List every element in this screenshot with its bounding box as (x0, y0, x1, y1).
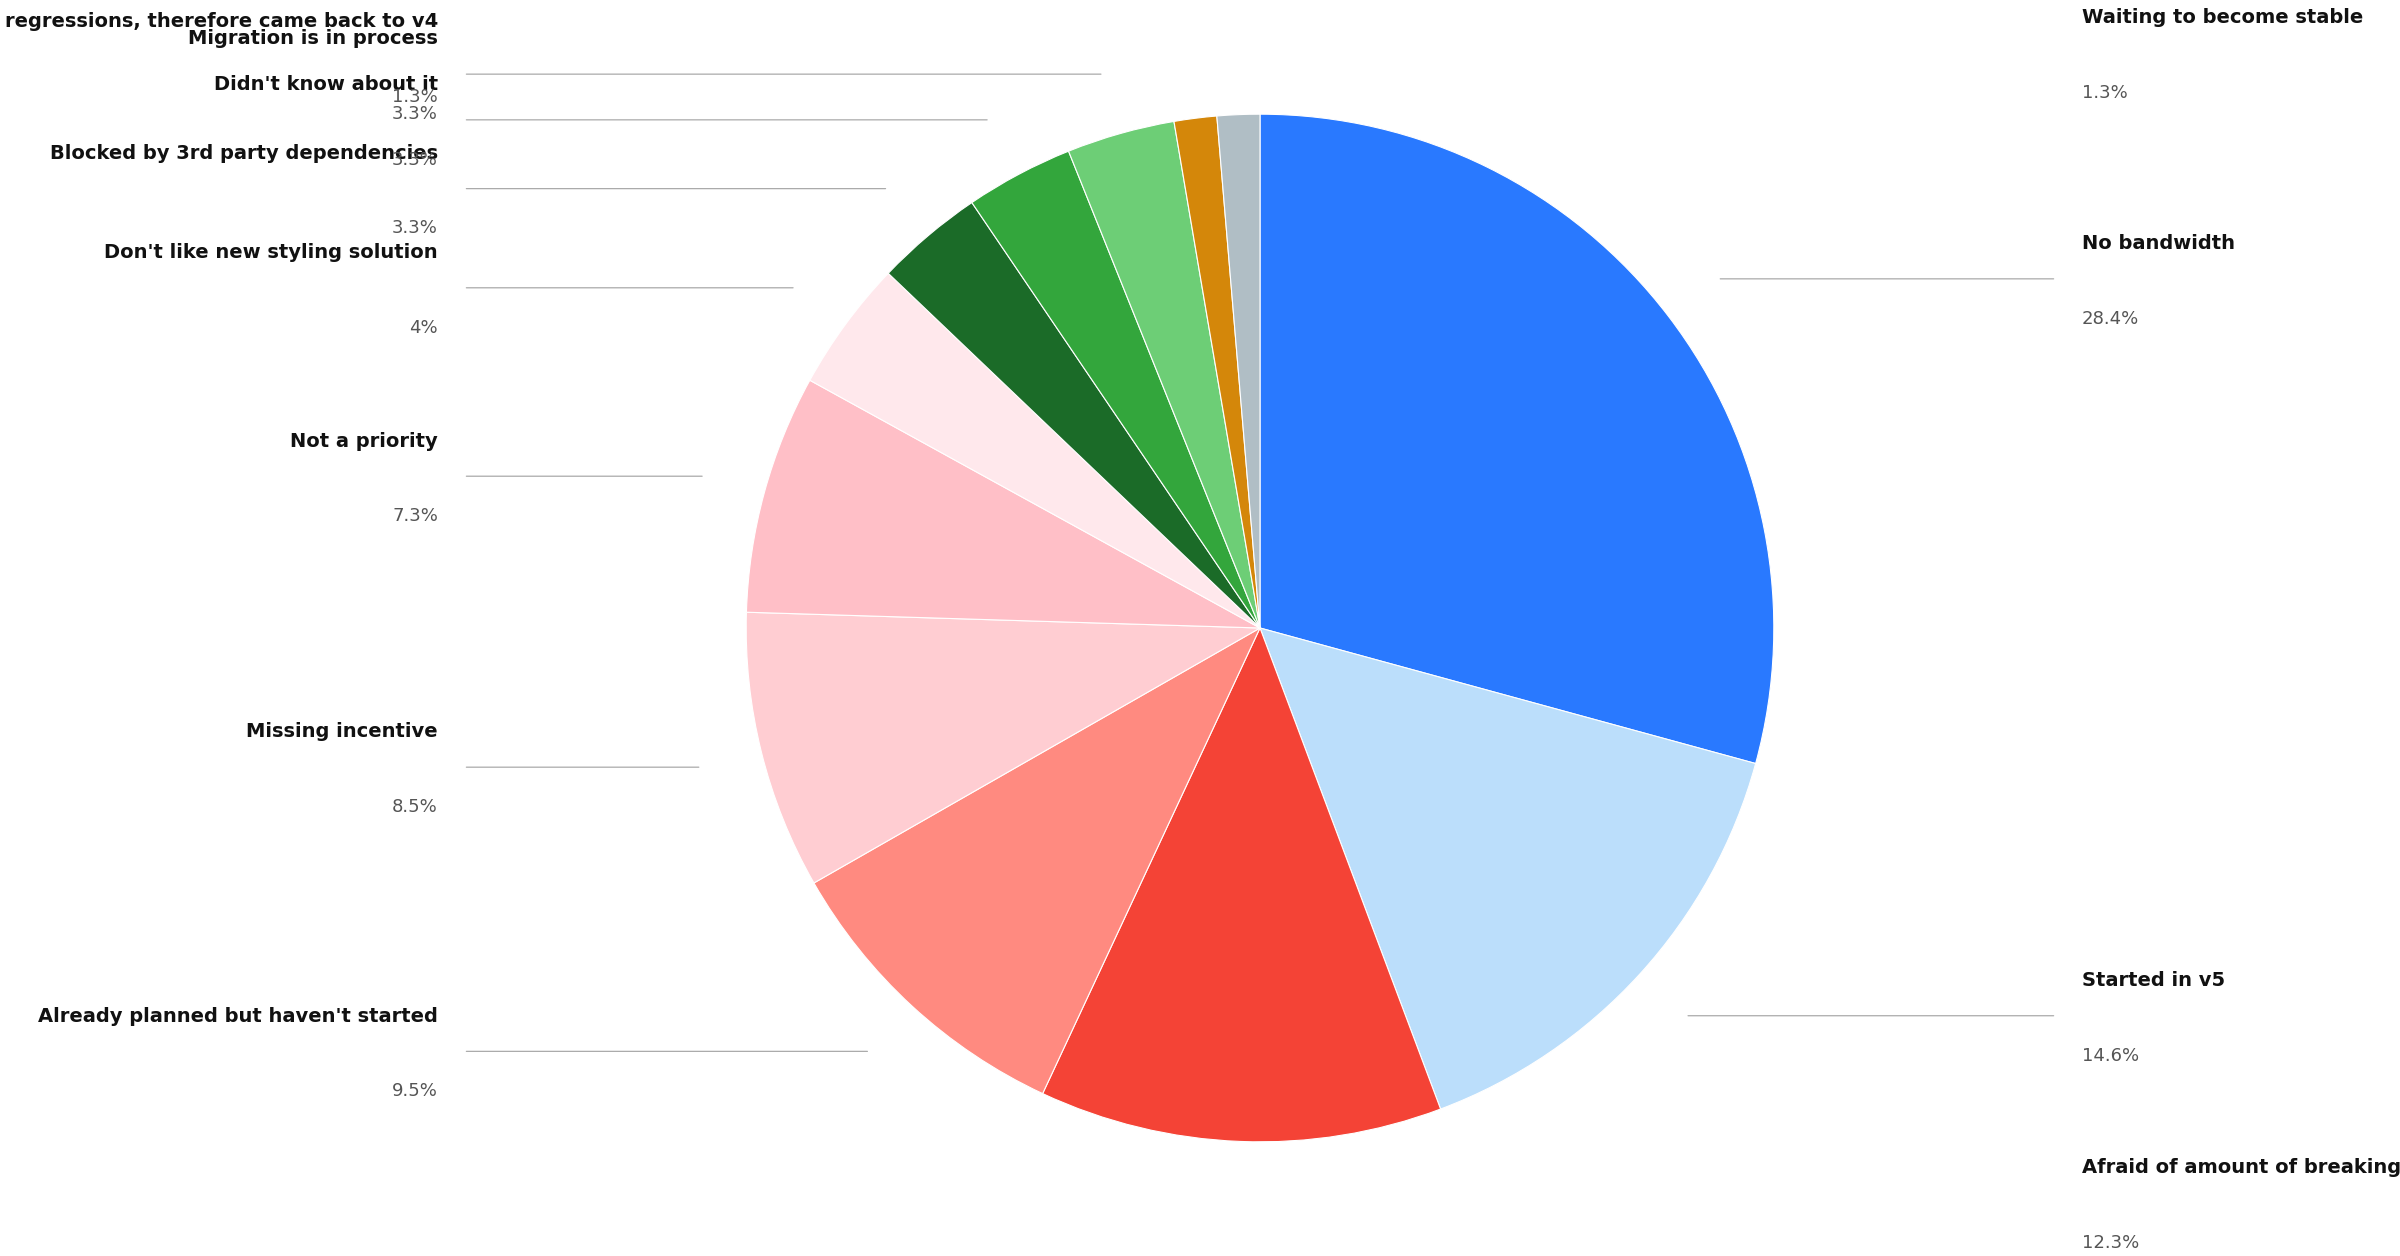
Text: Migration is in process: Migration is in process (187, 29, 437, 49)
Text: Had regressions, therefore came back to v4: Had regressions, therefore came back to … (0, 13, 437, 31)
Text: 9.5%: 9.5% (391, 1083, 437, 1100)
Text: Blocked by 3rd party dependencies: Blocked by 3rd party dependencies (50, 144, 437, 163)
Wedge shape (1068, 122, 1260, 628)
Text: 14.6%: 14.6% (2083, 1046, 2138, 1065)
Text: 3.3%: 3.3% (391, 151, 437, 168)
Wedge shape (1260, 628, 1757, 1109)
Wedge shape (746, 612, 1260, 883)
Wedge shape (888, 202, 1260, 628)
Wedge shape (1042, 628, 1440, 1142)
Text: 28.4%: 28.4% (2083, 310, 2138, 328)
Text: 3.3%: 3.3% (391, 106, 437, 123)
Text: Started in v5: Started in v5 (2083, 971, 2225, 990)
Wedge shape (1260, 114, 1774, 764)
Text: Waiting to become stable: Waiting to become stable (2083, 9, 2364, 28)
Wedge shape (746, 381, 1260, 628)
Text: Missing incentive: Missing incentive (247, 722, 437, 741)
Wedge shape (1217, 114, 1260, 628)
Text: 8.5%: 8.5% (391, 798, 437, 816)
Wedge shape (1174, 116, 1260, 628)
Text: Didn't know about it: Didn't know about it (214, 75, 437, 94)
Text: Already planned but haven't started: Already planned but haven't started (38, 1006, 437, 1026)
Text: Don't like new styling solution: Don't like new styling solution (103, 244, 437, 263)
Text: Not a priority: Not a priority (290, 432, 437, 451)
Text: 4%: 4% (410, 319, 437, 337)
Text: 3.3%: 3.3% (391, 220, 437, 237)
Text: Afraid of amount of breaking changes: Afraid of amount of breaking changes (2083, 1158, 2400, 1177)
Text: 7.3%: 7.3% (391, 507, 437, 525)
Wedge shape (809, 274, 1260, 628)
Wedge shape (972, 151, 1260, 628)
Wedge shape (814, 628, 1260, 1094)
Text: 1.3%: 1.3% (391, 88, 437, 106)
Text: 12.3%: 12.3% (2083, 1233, 2138, 1252)
Text: No bandwidth: No bandwidth (2083, 234, 2234, 254)
Text: 1.3%: 1.3% (2083, 84, 2129, 102)
